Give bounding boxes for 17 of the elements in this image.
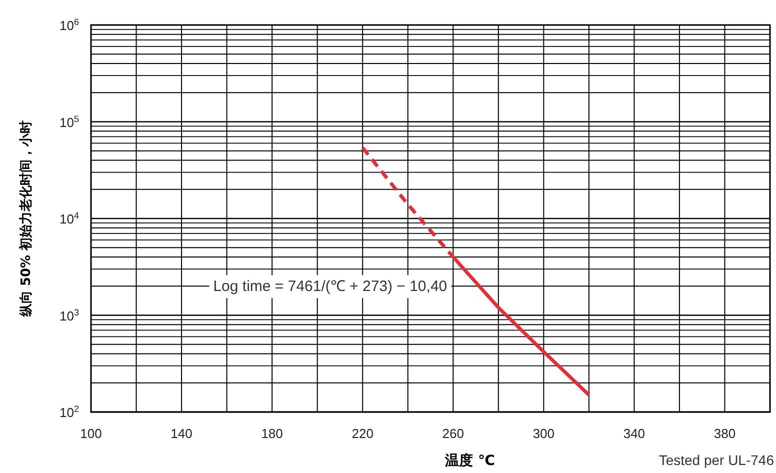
x-tick-label: 340	[623, 426, 646, 441]
text: Tested per UL-746	[658, 452, 774, 468]
x-axis-title: 温度 ℃	[444, 452, 495, 469]
x-tick-label: 140	[170, 426, 192, 441]
annotation: Log time = 7461/(℃ + 273) − 10,40	[213, 278, 448, 296]
x-tick-label: 220	[352, 426, 374, 441]
y-axis-title: 纵向 50% 初始力老化时间，小时	[18, 120, 34, 318]
x-tick-label: 380	[714, 426, 736, 441]
y-tick-label: 10$^{2}$	[59, 404, 79, 420]
x-tick-label: 180	[261, 426, 283, 441]
y-tick-label: 10$^{4}$	[59, 210, 79, 226]
y-tick-label: 10$^{6}$	[59, 17, 79, 33]
x-tick-label: 100	[80, 426, 102, 441]
x-tick-label: 260	[442, 426, 464, 441]
y-tick-label: 10$^{3}$	[59, 307, 79, 324]
y-tick-label: 10$^{5}$	[59, 114, 79, 130]
x-tick-label: 300	[532, 426, 555, 441]
